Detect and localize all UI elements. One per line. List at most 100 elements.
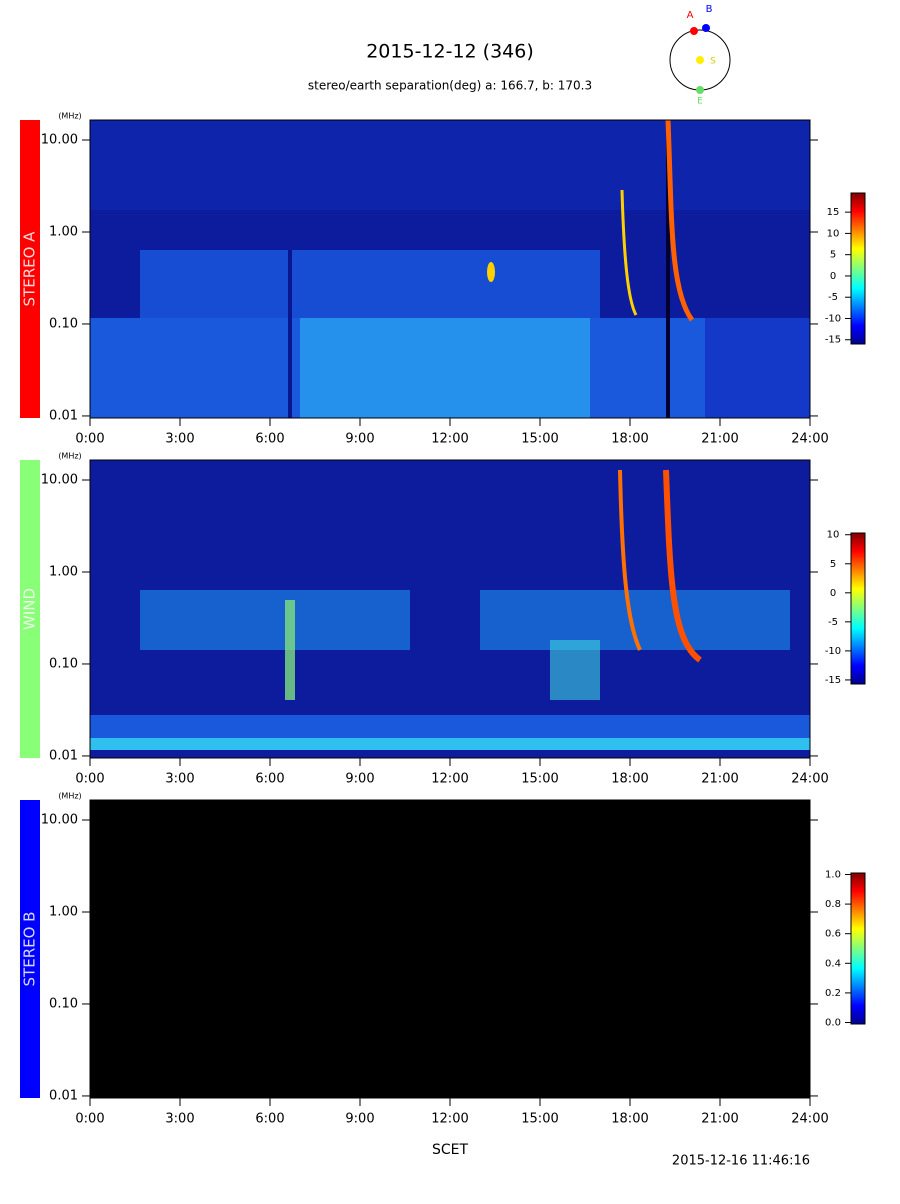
- orbit-label: B: [706, 4, 713, 15]
- x-tick-label: 6:00: [255, 1112, 284, 1127]
- spectrogram-image: [288, 250, 292, 418]
- x-tick-label: 3:00: [165, 1112, 194, 1127]
- orbit-label: E: [697, 97, 703, 107]
- x-tick-label: 18:00: [611, 772, 648, 787]
- footer: 2015-12-16 11:46:16: [672, 1154, 810, 1169]
- spectrogram-image: [705, 318, 810, 418]
- spectrogram-image: [663, 469, 702, 663]
- spectrogram-image: [140, 250, 600, 320]
- colorbar-tick-label: 0.4: [825, 958, 841, 969]
- y-tick-label: 0.01: [49, 748, 78, 763]
- spectrogram-image: [90, 120, 810, 210]
- colorbar-tick-label: 0: [830, 588, 836, 599]
- x-tick-label: 24:00: [791, 772, 828, 787]
- colorbar-tick-label: 0.0: [825, 1018, 841, 1029]
- x-tick-label: 12:00: [431, 1112, 468, 1127]
- x-tick-label: 6:00: [255, 432, 284, 447]
- spectrogram-image: [90, 715, 810, 740]
- spectrogram-image: [300, 318, 590, 418]
- orbit-label: A: [687, 10, 694, 21]
- y-tick-label: 0.10: [49, 996, 78, 1011]
- spectrogram-image: [666, 120, 670, 418]
- x-tick-label: 15:00: [521, 432, 558, 447]
- x-tick-label: 3:00: [165, 772, 194, 787]
- colorbar: [850, 192, 866, 345]
- x-tick-label: 9:00: [345, 1112, 374, 1127]
- orbit-dot: [702, 24, 710, 32]
- colorbar-tick-label: -15: [825, 675, 841, 686]
- instrument-label: STEREO B: [21, 912, 39, 987]
- x-tick-label: 3:00: [165, 432, 194, 447]
- colorbar-tick-label: -10: [825, 313, 841, 324]
- colorbar-tick-label: 5: [830, 250, 836, 261]
- orbit-dot: [696, 56, 704, 64]
- orbit-dot: [690, 27, 698, 35]
- y-tick-label: 1.00: [49, 904, 78, 919]
- spectrogram-image: [665, 119, 695, 322]
- x-tick-label: 15:00: [521, 772, 558, 787]
- x-tick-label: 24:00: [791, 432, 828, 447]
- colorbar-tick-label: 0: [830, 271, 836, 282]
- subtitle: stereo/earth separation(deg) a: 166.7, b…: [308, 79, 592, 93]
- y-tick-label: 10.00: [41, 133, 78, 148]
- y-unit: (MHz): [58, 452, 81, 461]
- x-tick-label: 24:00: [791, 1112, 828, 1127]
- x-tick-label: 21:00: [701, 772, 738, 787]
- instrument-bar: [20, 800, 40, 1098]
- spectrogram-image: [550, 640, 600, 700]
- spectrogram-image: [618, 469, 642, 651]
- y-tick-label: 0.01: [49, 1088, 78, 1103]
- y-unit: (MHz): [58, 792, 81, 801]
- spectrogram-image: [285, 600, 295, 700]
- y-tick-label: 0.10: [49, 316, 78, 331]
- instrument-bar: [20, 120, 40, 418]
- x-axis-label: SCET: [432, 1142, 469, 1158]
- instrument-label: STEREO A: [21, 231, 39, 307]
- y-tick-label: 10.00: [41, 813, 78, 828]
- spectrogram-image: [140, 590, 410, 650]
- colorbar-tick-label: -5: [828, 292, 838, 303]
- colorbar-tick-label: 10: [827, 530, 840, 541]
- orbit-dot: [696, 86, 704, 94]
- x-tick-label: 6:00: [255, 772, 284, 787]
- colorbar-tick-label: -15: [825, 335, 841, 346]
- x-tick-label: 18:00: [611, 432, 648, 447]
- x-tick-label: 0:00: [75, 432, 104, 447]
- x-tick-label: 0:00: [75, 1112, 104, 1127]
- colorbar-tick-label: 0.2: [825, 988, 841, 999]
- colorbar-tick-label: -5: [828, 617, 838, 628]
- instrument-bar: [20, 460, 40, 758]
- spectrogram-image: [620, 189, 638, 316]
- x-tick-label: 15:00: [521, 1112, 558, 1127]
- x-tick-label: 9:00: [345, 772, 374, 787]
- colorbar-tick-label: 10: [827, 228, 840, 239]
- y-tick-label: 1.00: [49, 564, 78, 579]
- x-tick-label: 9:00: [345, 432, 374, 447]
- colorbar: [850, 532, 866, 685]
- colorbar-tick-label: -10: [825, 646, 841, 657]
- colorbar-tick-label: 0.6: [825, 929, 841, 940]
- x-tick-label: 0:00: [75, 772, 104, 787]
- x-tick-label: 21:00: [701, 432, 738, 447]
- spectrogram-image: [487, 262, 495, 282]
- spectrogram-image: [90, 800, 810, 1098]
- x-tick-label: 12:00: [431, 772, 468, 787]
- colorbar-tick-label: 15: [827, 207, 840, 218]
- y-tick-label: 1.00: [49, 224, 78, 239]
- spectrogram-image: [90, 738, 810, 750]
- title: 2015-12-12 (346): [366, 41, 534, 63]
- instrument-label: WIND: [21, 588, 39, 630]
- colorbar-tick-label: 1.0: [825, 869, 841, 880]
- x-tick-label: 21:00: [701, 1112, 738, 1127]
- orbit-label: S: [710, 57, 716, 67]
- x-tick-label: 18:00: [611, 1112, 648, 1127]
- y-tick-label: 0.01: [49, 408, 78, 423]
- y-tick-label: 0.10: [49, 656, 78, 671]
- x-tick-label: 12:00: [431, 432, 468, 447]
- orbit-diagram: A B S E: [669, 4, 731, 107]
- colorbar-tick-label: 0.8: [825, 899, 841, 910]
- colorbar: [850, 872, 866, 1025]
- colorbar-tick-label: 5: [830, 559, 836, 570]
